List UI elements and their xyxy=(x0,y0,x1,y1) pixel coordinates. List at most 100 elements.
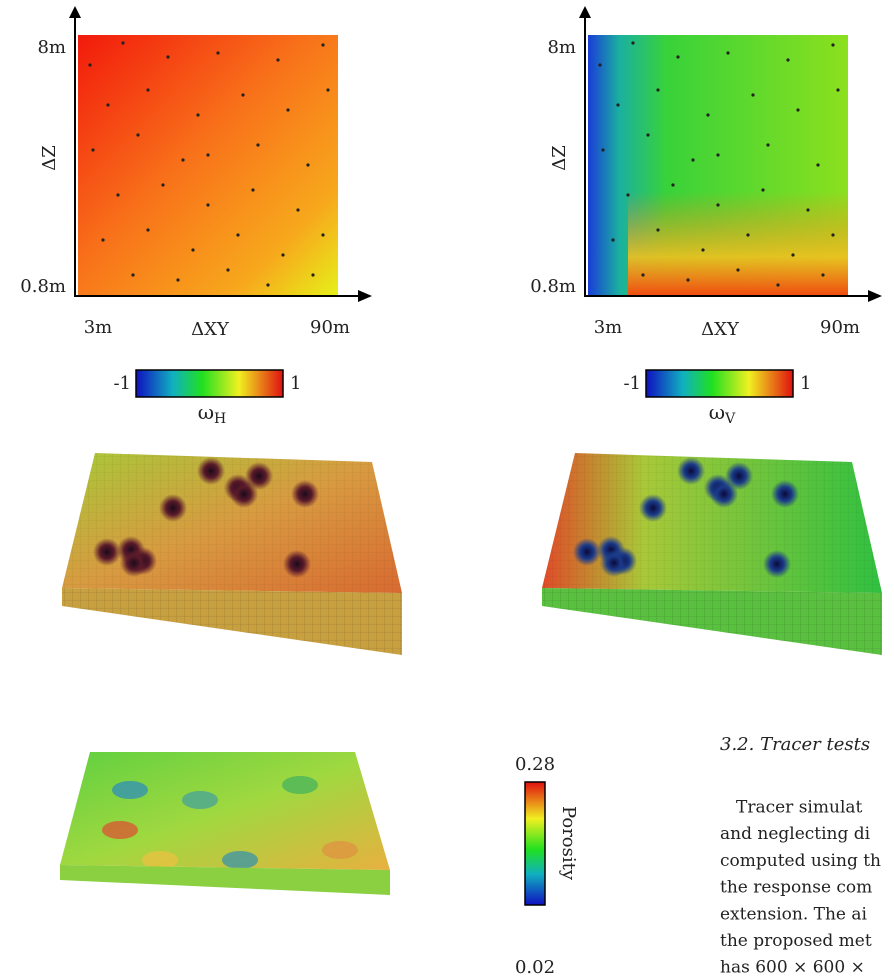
y-max-label: 8m xyxy=(547,37,576,58)
x-max-label: 90m xyxy=(310,317,350,338)
well xyxy=(120,549,148,577)
porosity-patch xyxy=(112,781,148,799)
sample-point xyxy=(601,148,605,152)
well xyxy=(230,480,258,508)
sample-point xyxy=(166,55,170,59)
porosity-label: Porosity xyxy=(558,806,579,881)
sample-point xyxy=(281,253,285,257)
sample-point xyxy=(216,51,220,55)
porosity-patch xyxy=(182,791,218,809)
porosity-patch xyxy=(102,821,138,839)
sample-point xyxy=(196,113,200,117)
sample-point xyxy=(296,208,300,212)
sample-point xyxy=(626,193,630,197)
x-arrow xyxy=(358,290,372,302)
symbol: ω xyxy=(709,400,725,424)
subscript: V xyxy=(724,411,736,427)
mesh-front-grid xyxy=(62,588,402,655)
sample-point xyxy=(726,51,730,55)
sample-point xyxy=(88,63,92,67)
paragraph-line: Tracer simulat xyxy=(736,798,863,818)
sample-point xyxy=(641,273,645,277)
y-arrow xyxy=(579,6,591,18)
sample-point xyxy=(256,143,260,147)
porosity-patch xyxy=(142,851,178,869)
porosity-patch xyxy=(222,851,258,869)
sample-point xyxy=(656,88,660,92)
well xyxy=(159,494,187,522)
mesh-top-grid xyxy=(542,453,882,593)
sample-point xyxy=(746,233,750,237)
sample-point xyxy=(241,93,245,97)
sample-point xyxy=(146,228,150,232)
colorbar xyxy=(135,369,284,398)
paragraph-line: the proposed met xyxy=(720,931,872,951)
sample-point xyxy=(761,188,765,192)
sample-point xyxy=(116,193,120,197)
sample-point xyxy=(836,88,840,92)
sample-point xyxy=(776,283,780,287)
x-arrow xyxy=(868,290,882,302)
sample-point xyxy=(326,88,330,92)
sample-point xyxy=(671,183,675,187)
y-min-label: 0.8m xyxy=(530,276,576,297)
sample-point xyxy=(236,233,240,237)
colorbar-min: -1 xyxy=(113,373,131,394)
sample-point xyxy=(321,43,325,47)
x-min-label: 3m xyxy=(84,317,113,338)
y-max-label: 8m xyxy=(37,37,66,58)
sample-point xyxy=(706,113,710,117)
sample-point xyxy=(251,188,255,192)
sample-point xyxy=(286,108,290,112)
sample-point xyxy=(266,283,270,287)
well xyxy=(93,538,121,566)
colorbar xyxy=(645,369,794,398)
colorbar-max: 1 xyxy=(290,373,301,394)
sample-point xyxy=(656,228,660,232)
sample-point xyxy=(716,153,720,157)
sample-point xyxy=(276,58,280,62)
sample-point xyxy=(716,203,720,207)
well xyxy=(710,480,738,508)
paragraph-line: computed using th xyxy=(720,851,881,871)
y-arrow xyxy=(69,6,81,18)
heatmap xyxy=(78,35,338,296)
sample-point xyxy=(206,203,210,207)
sample-point xyxy=(736,268,740,272)
sample-point xyxy=(631,41,635,45)
sample-point xyxy=(91,148,95,152)
colorbar-max: 1 xyxy=(800,373,811,394)
sample-point xyxy=(101,238,105,242)
x-axis-label: ΔXY xyxy=(701,319,740,340)
sample-point xyxy=(691,158,695,162)
sample-point xyxy=(821,273,825,277)
x-max-label: 90m xyxy=(820,317,860,338)
porosity-front xyxy=(60,865,390,895)
sample-point xyxy=(701,248,705,252)
x-axis-label: ΔXY xyxy=(191,319,230,340)
sample-point xyxy=(791,253,795,257)
porosity-min: 0.02 xyxy=(515,957,555,978)
well xyxy=(600,549,628,577)
x-min-label: 3m xyxy=(594,317,623,338)
sample-point xyxy=(766,143,770,147)
well xyxy=(197,457,225,485)
sample-point xyxy=(646,133,650,137)
sample-point xyxy=(786,58,790,62)
subscript: H xyxy=(214,411,226,427)
sample-point xyxy=(226,268,230,272)
paragraph-line: extension. The ai xyxy=(720,904,868,924)
sample-point xyxy=(311,273,315,277)
mesh-front-grid xyxy=(542,588,882,655)
well xyxy=(573,538,601,566)
sample-point xyxy=(161,183,165,187)
sample-point xyxy=(121,41,125,45)
sample-point xyxy=(686,278,690,282)
colorbar-min: -1 xyxy=(623,373,641,394)
sample-point xyxy=(191,248,195,252)
sample-point xyxy=(676,55,680,59)
section-heading: 3.2. Tracer tests xyxy=(720,734,870,755)
mesh-top-grid xyxy=(62,453,402,593)
sample-point xyxy=(181,158,185,162)
